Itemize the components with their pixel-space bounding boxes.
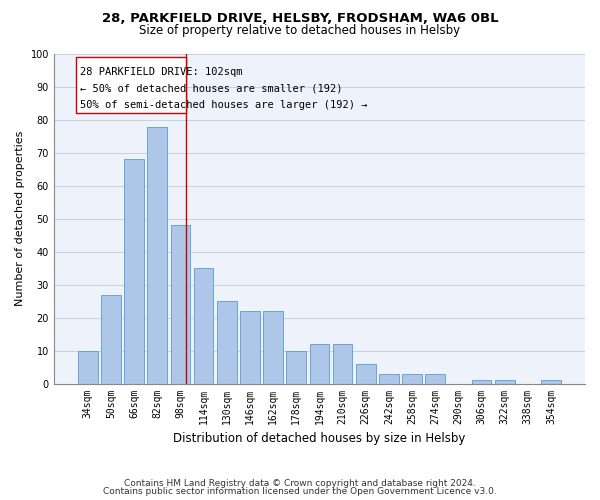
Bar: [194, 268, 214, 384]
Bar: [310, 344, 329, 384]
Text: 50% of semi-detached houses are larger (192) →: 50% of semi-detached houses are larger (…: [80, 100, 367, 110]
Bar: [425, 374, 445, 384]
Bar: [124, 160, 144, 384]
FancyBboxPatch shape: [76, 58, 186, 114]
Bar: [263, 311, 283, 384]
Bar: [472, 380, 491, 384]
Bar: [333, 344, 352, 384]
X-axis label: Distribution of detached houses by size in Helsby: Distribution of detached houses by size …: [173, 432, 466, 445]
Bar: [148, 126, 167, 384]
Bar: [495, 380, 515, 384]
Text: Contains public sector information licensed under the Open Government Licence v3: Contains public sector information licen…: [103, 487, 497, 496]
Bar: [541, 380, 561, 384]
Text: Contains HM Land Registry data © Crown copyright and database right 2024.: Contains HM Land Registry data © Crown c…: [124, 478, 476, 488]
Text: Size of property relative to detached houses in Helsby: Size of property relative to detached ho…: [139, 24, 461, 37]
Text: ← 50% of detached houses are smaller (192): ← 50% of detached houses are smaller (19…: [80, 84, 342, 94]
Bar: [356, 364, 376, 384]
Bar: [78, 350, 98, 384]
Bar: [101, 294, 121, 384]
Text: 28 PARKFIELD DRIVE: 102sqm: 28 PARKFIELD DRIVE: 102sqm: [80, 67, 242, 77]
Bar: [379, 374, 399, 384]
Bar: [402, 374, 422, 384]
Text: 28, PARKFIELD DRIVE, HELSBY, FRODSHAM, WA6 0BL: 28, PARKFIELD DRIVE, HELSBY, FRODSHAM, W…: [101, 12, 499, 26]
Y-axis label: Number of detached properties: Number of detached properties: [15, 131, 25, 306]
Bar: [240, 311, 260, 384]
Bar: [217, 301, 236, 384]
Bar: [286, 350, 306, 384]
Bar: [170, 226, 190, 384]
